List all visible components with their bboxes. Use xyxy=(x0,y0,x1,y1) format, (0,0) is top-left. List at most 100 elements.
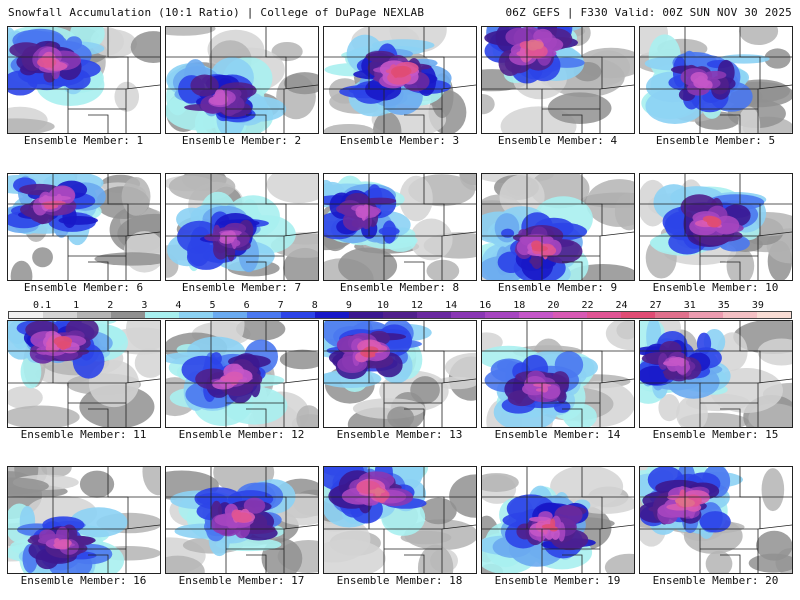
snowfall-map xyxy=(324,321,476,427)
snow-contour xyxy=(496,359,517,373)
snow-contour-light xyxy=(283,72,318,95)
snowfall-map xyxy=(482,321,634,427)
ensemble-map-panel xyxy=(323,173,477,281)
state-boundaries xyxy=(640,27,792,133)
ensemble-member-label: Ensemble Member: 17 xyxy=(178,574,305,587)
snow-contour-light xyxy=(761,468,785,512)
snowfall-map xyxy=(640,321,792,427)
colorbar-swatch xyxy=(349,312,383,318)
state-border xyxy=(739,27,761,89)
snowfall-colorbar: 0.1 1 2 3 4 5 6 7 8 9 10 12 14 16 18 20 22 24 27 31 35 39 xyxy=(8,300,792,322)
snow-contour xyxy=(640,365,671,386)
snow-contour-light xyxy=(547,92,612,124)
colorbar-swatch xyxy=(723,312,757,318)
colorbar-tick-label: 6 xyxy=(243,300,250,311)
snowfall-map xyxy=(8,467,160,573)
colorbar-tick-label: 27 xyxy=(649,300,662,311)
snow-contour xyxy=(663,360,682,367)
state-border xyxy=(404,261,425,280)
colorbar-tick-label: 1 xyxy=(73,300,80,311)
state-border xyxy=(562,114,583,133)
snowfall-map xyxy=(640,174,792,280)
snow-contour-light xyxy=(338,247,398,280)
colorbar-swatch xyxy=(587,312,621,318)
colorbar-tick-label: 10 xyxy=(376,300,389,311)
snowfall-map xyxy=(324,467,476,573)
snow-contour-light xyxy=(88,360,140,408)
snow-contour xyxy=(374,487,382,498)
snow-contour-light xyxy=(399,175,433,222)
state-border xyxy=(107,174,129,236)
state-boundaries xyxy=(482,27,634,133)
colorbar-swatch xyxy=(485,312,519,318)
snow-contour xyxy=(20,355,42,389)
state-border xyxy=(88,114,109,133)
ensemble-map-panel xyxy=(323,320,477,428)
snow-contour xyxy=(541,524,555,529)
colorbar-swatch xyxy=(451,312,485,318)
state-border xyxy=(720,408,741,427)
state-border xyxy=(125,231,160,237)
state-border xyxy=(246,554,267,573)
snow-contour-light xyxy=(614,192,634,231)
state-border xyxy=(739,174,761,236)
state-border xyxy=(265,27,287,89)
ensemble-member-label: Ensemble Member: 11 xyxy=(20,428,147,441)
ensemble-map-panel xyxy=(165,173,319,281)
ensemble-map-panel xyxy=(7,173,161,281)
state-boundaries xyxy=(324,174,476,280)
snowfall-map xyxy=(8,321,160,427)
colorbar-tick-label: 24 xyxy=(615,300,628,311)
snow-contour-light xyxy=(142,467,160,496)
colorbar-tick-label: 0.1 xyxy=(33,300,52,311)
snow-contour xyxy=(391,66,409,78)
ensemble-map-panel xyxy=(323,26,477,134)
state-border xyxy=(88,554,109,573)
snow-contour xyxy=(658,353,668,370)
snow-contour-light xyxy=(166,555,205,573)
colorbar-swatch xyxy=(43,312,77,318)
snow-contour xyxy=(58,216,99,225)
colorbar-swatch xyxy=(315,312,349,318)
state-border xyxy=(599,231,634,237)
snowfall-map xyxy=(166,27,318,133)
snow-contour-light xyxy=(324,515,371,563)
colorbar-tick-label: 9 xyxy=(345,300,352,311)
colorbar-swatch xyxy=(9,312,43,318)
state-boundaries xyxy=(166,174,318,280)
colorbar-tick-label: 2 xyxy=(107,300,114,311)
snow-contour-light xyxy=(8,477,49,495)
snow-contour xyxy=(224,376,244,380)
state-border xyxy=(423,174,445,236)
snow-contour xyxy=(718,54,770,64)
snowfall-map xyxy=(640,467,792,573)
colorbar-tick-label: 31 xyxy=(683,300,696,311)
ensemble-map-panel xyxy=(165,320,319,428)
state-border xyxy=(720,114,741,133)
colorbar-tick-label: 20 xyxy=(547,300,560,311)
state-border xyxy=(404,408,425,427)
snow-contour xyxy=(501,228,515,238)
state-border xyxy=(581,467,603,529)
ensemble-map-panel xyxy=(165,26,319,134)
state-border xyxy=(720,554,741,573)
state-border xyxy=(423,467,445,529)
snow-contour xyxy=(231,509,242,520)
snow-contour-light xyxy=(79,470,115,498)
colorbar-tick-label: 22 xyxy=(581,300,594,311)
state-boundaries xyxy=(640,174,792,280)
snow-contour-light xyxy=(134,347,160,378)
state-border xyxy=(581,27,603,89)
snow-contour-light xyxy=(705,550,733,573)
state-border xyxy=(283,231,318,237)
ensemble-member-label: Ensemble Member: 10 xyxy=(652,281,779,294)
colorbar-swatch xyxy=(655,312,689,318)
state-border xyxy=(441,524,476,530)
state-border xyxy=(125,378,160,384)
ensemble-member-label: Ensemble Member: 8 xyxy=(339,281,460,294)
ensemble-map-panel xyxy=(481,320,635,428)
ensemble-map-panel xyxy=(481,173,635,281)
state-border xyxy=(441,378,476,384)
snow-contour-light xyxy=(499,174,545,219)
snow-contour-light xyxy=(324,123,375,133)
